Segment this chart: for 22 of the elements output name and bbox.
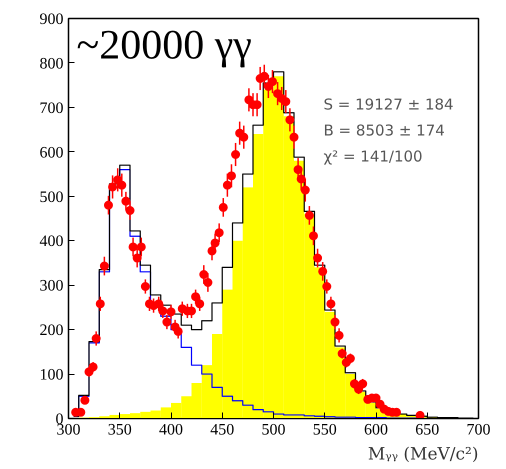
x-axis-title: Mᵧᵧ (MeV/c²) bbox=[368, 444, 479, 464]
y-tick-label: 200 bbox=[40, 322, 64, 340]
y-tick-label: 300 bbox=[40, 278, 64, 295]
y-tick-label: 600 bbox=[40, 144, 64, 162]
x-tick-label: 500 bbox=[262, 422, 286, 438]
x-tick-label: 700 bbox=[466, 422, 490, 438]
annotation: χ² = 141/100 bbox=[324, 148, 423, 166]
y-tick-label: 500 bbox=[40, 188, 64, 206]
y-tick-label: 800 bbox=[40, 55, 64, 72]
y-tick-label: 100 bbox=[40, 366, 64, 384]
y-tick-label: 900 bbox=[40, 11, 64, 28]
x-tick-label: 450 bbox=[210, 422, 234, 438]
annotation: ~20000 γγ bbox=[76, 22, 252, 68]
y-tick-label: 700 bbox=[40, 100, 64, 117]
x-tick-label: 350 bbox=[108, 422, 132, 438]
y-tick-label: 400 bbox=[40, 233, 64, 250]
x-tick-label: 550 bbox=[312, 422, 337, 438]
annotation: B = 8503 ± 174 bbox=[324, 122, 445, 140]
x-tick-label: 600 bbox=[364, 422, 388, 438]
x-tick-label: 400 bbox=[159, 422, 183, 438]
annotation: S = 19127 ± 184 bbox=[324, 96, 454, 114]
x-tick-label: 650 bbox=[415, 422, 440, 438]
